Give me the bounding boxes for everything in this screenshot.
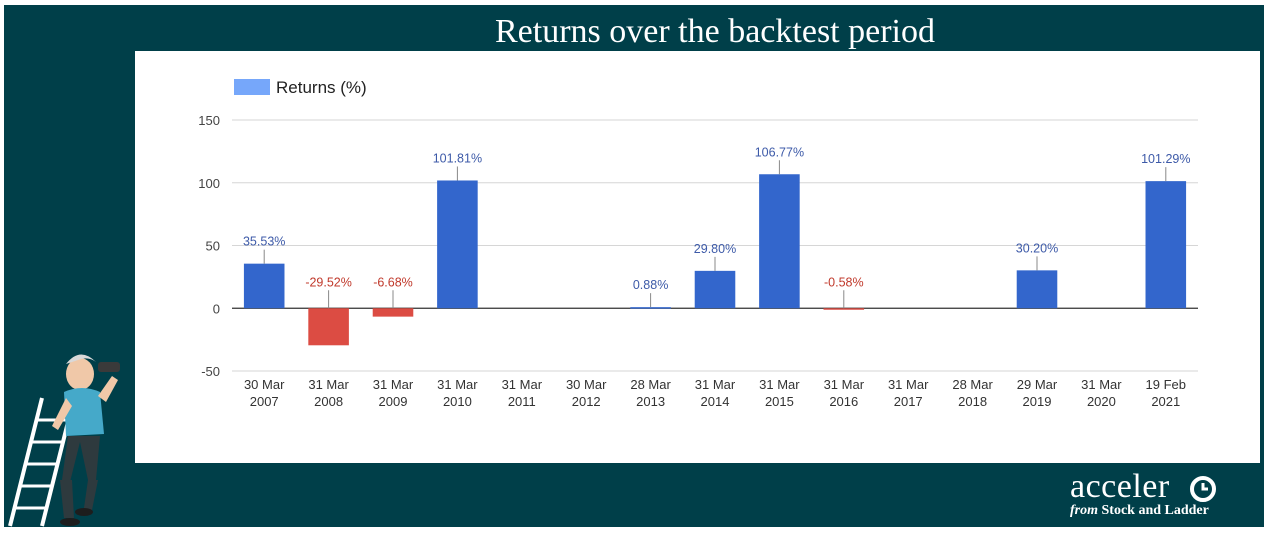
person-on-ladder-illustration — [8, 354, 120, 527]
x-tick-label: 2021 — [1151, 394, 1180, 409]
data-label: -0.58% — [824, 275, 864, 289]
x-tick-label: 31 Mar — [502, 377, 543, 392]
x-tick-label: 31 Mar — [888, 377, 929, 392]
y-tick-label: 0 — [213, 301, 220, 316]
data-label: 106.77% — [755, 145, 804, 159]
x-tick-label: 31 Mar — [308, 377, 349, 392]
legend-label: Returns (%) — [276, 78, 367, 97]
bar — [759, 174, 800, 309]
x-tick-label: 31 Mar — [373, 377, 414, 392]
x-tick-label: 30 Mar — [566, 377, 607, 392]
x-tick-label: 2020 — [1087, 394, 1116, 409]
x-tick-label: 2011 — [508, 394, 536, 409]
brand-subtitle: from Stock and Ladder — [1070, 502, 1209, 520]
y-tick-label: 100 — [198, 176, 220, 191]
brand-from: from — [1070, 503, 1098, 518]
x-tick-label: 2019 — [1023, 394, 1052, 409]
x-tick-label: 2007 — [250, 394, 279, 409]
data-label: -29.52% — [305, 275, 352, 289]
y-tick-label: 50 — [206, 239, 220, 254]
x-tick-label: 2018 — [958, 394, 987, 409]
brand-block: acceler from Stock and Ladder — [1062, 468, 1232, 523]
x-tick-label: 28 Mar — [952, 377, 993, 392]
y-tick-label: 150 — [198, 113, 220, 128]
bar — [1145, 181, 1187, 309]
x-tick-label: 2017 — [894, 394, 923, 409]
data-label: 29.80% — [694, 242, 736, 256]
data-label: 101.81% — [433, 151, 482, 165]
bar — [630, 307, 671, 309]
x-tick-label: 2009 — [379, 394, 408, 409]
x-tick-label: 31 Mar — [695, 377, 736, 392]
data-label: 101.29% — [1141, 152, 1190, 166]
bar — [694, 270, 736, 309]
bar — [823, 308, 865, 310]
x-tick-label: 2008 — [314, 394, 343, 409]
x-tick-label: 2013 — [636, 394, 665, 409]
x-tick-label: 2016 — [829, 394, 858, 409]
bar — [243, 263, 285, 309]
slide-title: Returns over the backtest period — [495, 13, 935, 50]
x-tick-label: 2014 — [701, 394, 730, 409]
bar — [437, 180, 478, 309]
x-tick-label: 19 Feb — [1146, 377, 1186, 392]
brand-logo-icon — [1190, 476, 1216, 502]
brand-name: acceler — [1070, 468, 1170, 505]
data-label: 30.20% — [1016, 241, 1058, 255]
legend-swatch — [234, 79, 270, 95]
data-label: 35.53% — [243, 235, 285, 249]
x-tick-label: 31 Mar — [824, 377, 865, 392]
data-label: -6.68% — [373, 275, 413, 289]
bar — [308, 308, 349, 346]
x-tick-label: 2010 — [443, 394, 472, 409]
x-tick-label: 31 Mar — [437, 377, 478, 392]
returns-chart: 35.53% -29.52% -6.68% 101.81% 0.88% 29.80% 106… — [198, 78, 1198, 409]
bar — [1016, 270, 1058, 309]
x-tick-label: 2012 — [572, 394, 601, 409]
brand-sub-text: Stock and Ladder — [1101, 503, 1209, 518]
x-tick-label: 31 Mar — [1081, 377, 1122, 392]
x-tick-label: 2015 — [765, 394, 794, 409]
x-tick-label: 28 Mar — [630, 377, 671, 392]
bar — [372, 308, 414, 317]
y-tick-label: -50 — [201, 364, 220, 379]
x-tick-label: 31 Mar — [759, 377, 800, 392]
data-label: 0.88% — [633, 278, 668, 292]
x-tick-label: 29 Mar — [1017, 377, 1058, 392]
x-tick-label: 30 Mar — [244, 377, 285, 392]
